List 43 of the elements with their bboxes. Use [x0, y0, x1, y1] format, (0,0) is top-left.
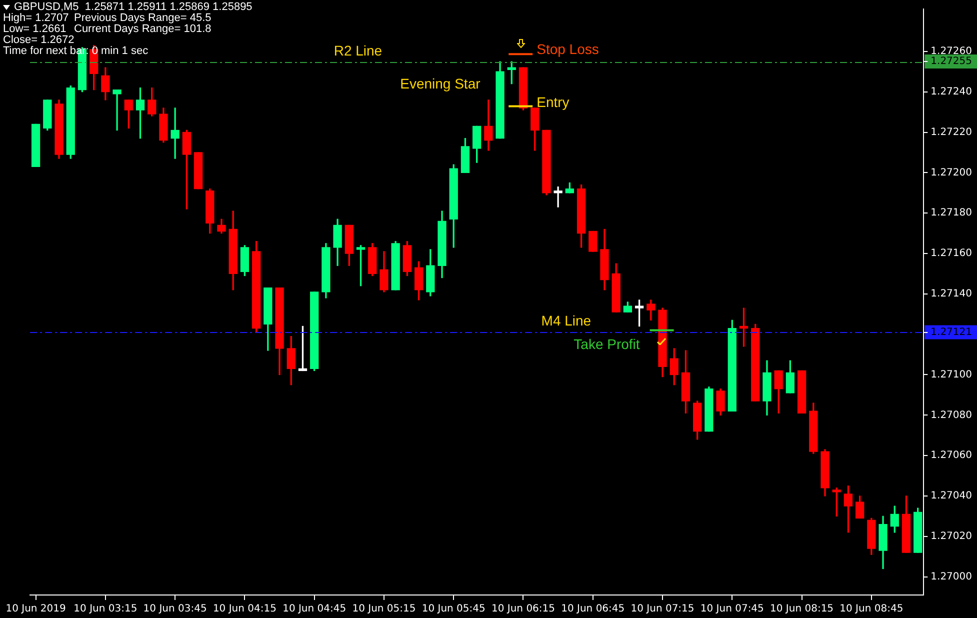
ref-line-label: R2 Line	[334, 42, 382, 58]
x-tick-label: 10 Jun 08:45	[840, 604, 904, 615]
x-tick-label: 10 Jun 06:15	[491, 604, 556, 615]
annotation: Evening Star	[400, 75, 481, 92]
y-tick-label: 1.27080	[930, 410, 972, 421]
chart-title: GBPUSD,M5 1.25871 1.25911 1.25869 1.25895	[14, 1, 252, 13]
x-tick-label: 10 Jun 05:45	[422, 604, 486, 615]
y-tick-label: 1.27140	[930, 288, 972, 300]
x-tick-label: 10 Jun 03:45	[143, 604, 207, 615]
y-tick-label: 1.27060	[930, 450, 972, 462]
annotation: High= 1.2707	[3, 12, 69, 24]
annotation: Stop Loss	[536, 40, 599, 57]
annotation: Current Days Range= 101.8	[74, 23, 212, 35]
y-tick-label: 1.27121	[930, 326, 972, 338]
y-tick-label: 1.27000	[930, 571, 972, 582]
ref-line-label: M4 Line	[541, 312, 592, 328]
x-tick-label: 10 Jun 08:15	[770, 604, 834, 615]
x-tick-label: 10 Jun 2019	[6, 604, 66, 615]
y-tick-label: 1.27020	[930, 530, 972, 542]
x-tick-label: 10 Jun 07:15	[630, 604, 694, 615]
y-tick-label: 1.27200	[930, 167, 972, 178]
x-tick-label: 10 Jun 05:15	[352, 604, 416, 615]
y-tick-label: 1.27255	[930, 56, 972, 68]
annotation: Close= 1.2672	[3, 34, 74, 46]
x-tick-label: 10 Jun 04:15	[212, 604, 276, 615]
candlestick	[112, 90, 122, 131]
y-tick-label: 1.27180	[930, 208, 972, 219]
annotation: Entry	[536, 94, 570, 110]
x-tick-label: 10 Jun 03:15	[74, 604, 138, 615]
x-tick-label: 10 Jun 04:45	[282, 604, 346, 615]
annotation: Take Profit	[574, 336, 640, 352]
annotation: Previous Days Range= 45.5	[74, 12, 212, 24]
candlestick	[170, 108, 180, 159]
y-tick-label: 1.27160	[930, 248, 972, 260]
annotation: Low= 1.2661	[3, 23, 66, 35]
y-tick-label: 1.27260	[930, 46, 972, 58]
y-tick-label: 1.27220	[930, 126, 972, 138]
y-tick-label: 1.27100	[930, 369, 972, 380]
x-tick-label: 10 Jun 06:45	[561, 604, 625, 615]
y-tick-label: 1.27040	[930, 490, 972, 502]
y-tick-label: 1.27240	[930, 86, 972, 98]
x-tick-label: 10 Jun 07:45	[700, 604, 764, 615]
candlestick	[554, 186, 562, 208]
